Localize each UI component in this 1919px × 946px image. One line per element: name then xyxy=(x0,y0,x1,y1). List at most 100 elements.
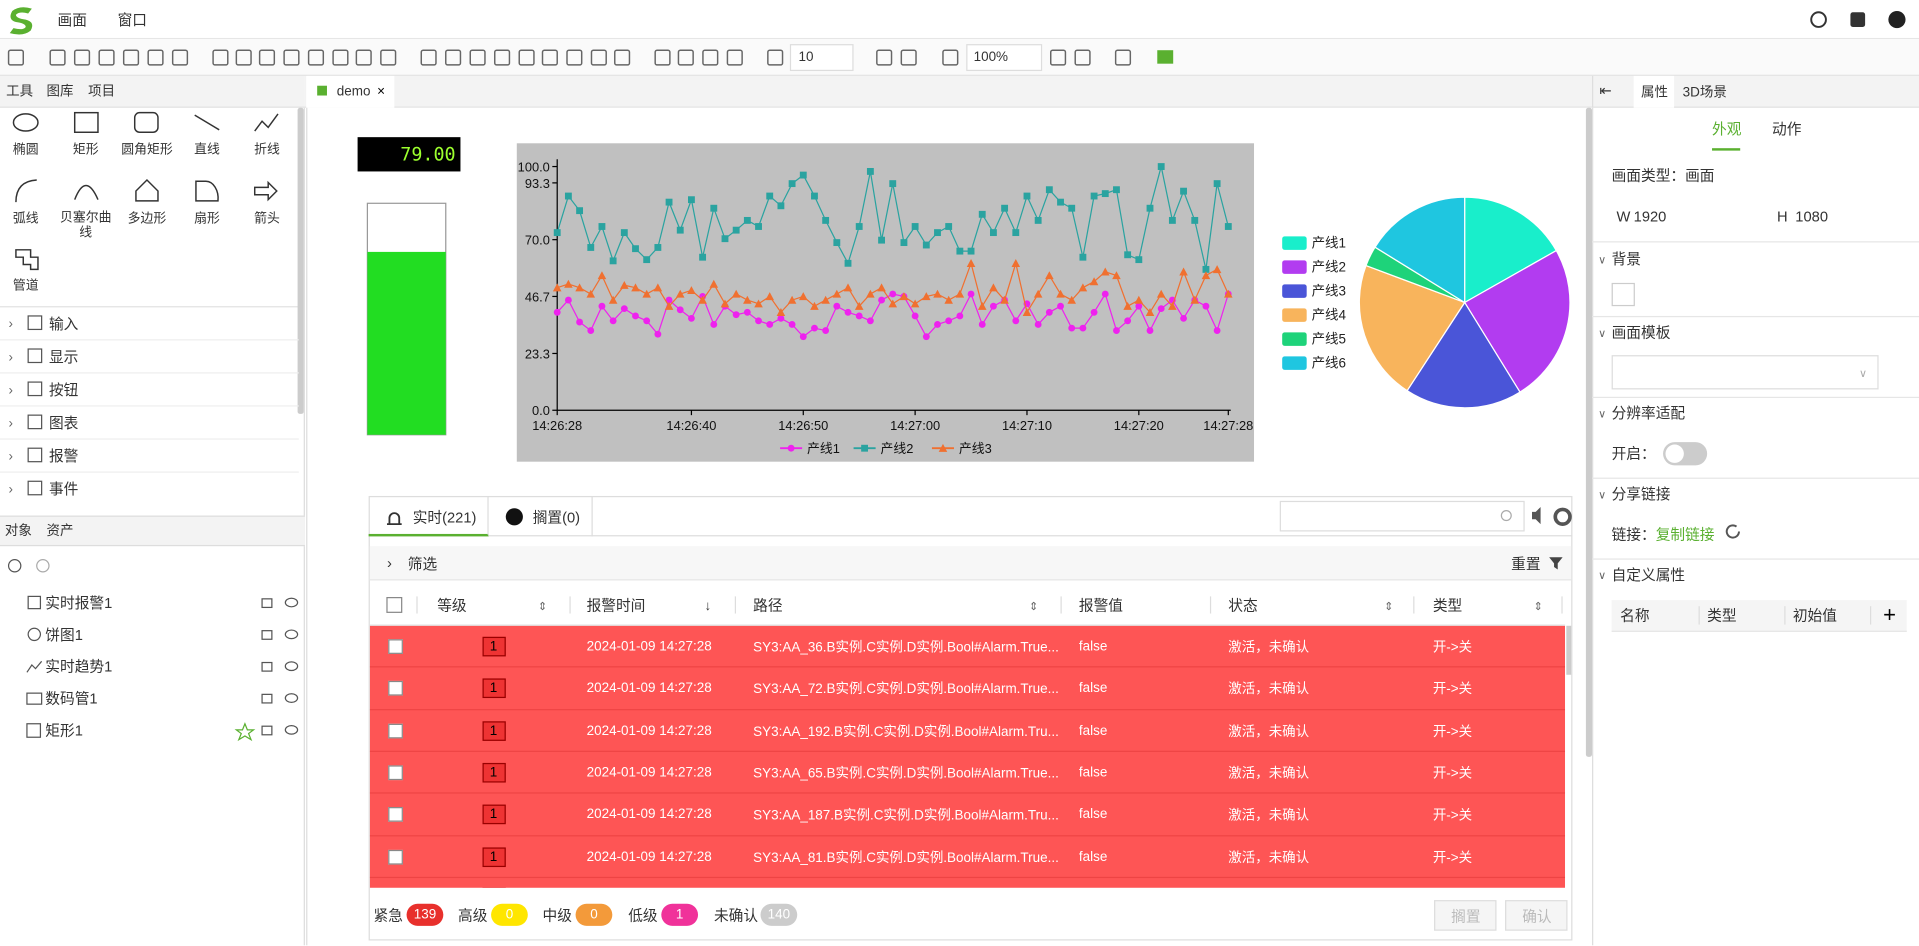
canvas-scrollbar xyxy=(1585,107,1593,757)
object-label[interactable]: 饼图1 xyxy=(45,626,83,644)
section-title[interactable]: 分享链接 xyxy=(1611,485,1671,503)
column-divider xyxy=(1698,606,1700,625)
alarm-tab-active[interactable] xyxy=(368,495,489,537)
column-header[interactable]: 路径 xyxy=(753,597,783,615)
filter-label[interactable]: 筛选 xyxy=(407,555,438,573)
left-tabbar xyxy=(0,75,305,108)
menu-item[interactable]: 画面 xyxy=(57,11,87,29)
button[interactable]: 搁置 xyxy=(1434,900,1497,931)
cell: false xyxy=(1078,849,1108,864)
tool-label[interactable]: 管道 xyxy=(12,278,39,294)
group-label[interactable]: 图表 xyxy=(48,414,79,432)
row-border xyxy=(369,834,1566,836)
column-header[interactable]: 报警值 xyxy=(1078,597,1124,615)
cell: SY3:AA_65.B实例.C实例.D实例.Bool#Alarm.True... xyxy=(753,766,1059,782)
section-title[interactable]: 分辨率适配 xyxy=(1611,404,1686,422)
cell: 激活，未确认 xyxy=(1228,808,1310,824)
cell: 激活，未确认 xyxy=(1228,724,1310,740)
group-label[interactable]: 按钮 xyxy=(48,381,79,399)
row-border xyxy=(369,792,1566,794)
link-label: 链接： xyxy=(1611,525,1656,544)
subtab[interactable]: 外观 xyxy=(1712,120,1742,138)
template-select[interactable] xyxy=(1611,355,1879,390)
cell: SY3:AA_72.B实例.C实例.D实例.Bool#Alarm.True... xyxy=(753,682,1059,698)
section-title[interactable]: 背景 xyxy=(1611,250,1642,268)
object-label[interactable]: 数码管1 xyxy=(45,690,98,708)
tool-label[interactable]: 圆角矩形 xyxy=(121,142,173,158)
object-label[interactable]: 实时趋势1 xyxy=(45,658,113,676)
tool-label[interactable]: 弧线 xyxy=(12,211,39,226)
zoom-select[interactable] xyxy=(966,44,1043,72)
tool-label[interactable]: 多边形 xyxy=(127,211,167,226)
alarm-tab-label[interactable]: 实时(221) xyxy=(412,508,477,526)
object-label[interactable]: 实时报警1 xyxy=(45,594,113,612)
group-label[interactable]: 事件 xyxy=(48,480,79,498)
left-tab[interactable]: 项目 xyxy=(88,84,116,100)
tool-label[interactable]: 直线 xyxy=(194,142,220,158)
alarm-tab-label[interactable]: 搁置(0) xyxy=(532,508,581,526)
object-tab[interactable]: 对象 xyxy=(4,524,32,539)
subtab[interactable]: 动作 xyxy=(1772,120,1802,138)
tool-label[interactable]: 折线 xyxy=(254,142,280,158)
group-label[interactable]: 显示 xyxy=(48,348,79,366)
cell: 开->关 xyxy=(1432,724,1473,740)
left-tab[interactable]: 图库 xyxy=(46,84,74,100)
button[interactable]: 确认 xyxy=(1505,900,1568,931)
section-title[interactable]: 自定义属性 xyxy=(1611,566,1686,584)
grid-select[interactable] xyxy=(789,44,854,72)
row-checkbox[interactable] xyxy=(388,681,403,696)
row-checkbox[interactable] xyxy=(388,807,403,822)
column-header[interactable]: 报警时间 xyxy=(586,597,646,615)
level-box xyxy=(482,762,506,783)
right-panel xyxy=(1592,107,1919,946)
right-tab-active[interactable] xyxy=(1633,75,1675,108)
table-header xyxy=(369,585,1566,626)
right-divider xyxy=(1592,241,1919,243)
column-header[interactable]: 等级 xyxy=(437,597,467,615)
row-checkbox[interactable] xyxy=(388,723,403,738)
summary-count: 140 xyxy=(767,907,791,923)
grid-size: 10 xyxy=(798,50,814,65)
menu-item[interactable]: 窗口 xyxy=(117,11,147,29)
right-tab[interactable]: 属性 xyxy=(1641,85,1668,101)
cell: SY3:AA_81.B实例.C实例.D实例.Bool#Alarm.True... xyxy=(753,850,1059,866)
column-divider xyxy=(1870,606,1872,625)
object-tab[interactable]: 资产 xyxy=(46,524,74,539)
right-tab[interactable]: 3D场景 xyxy=(1682,85,1727,101)
group-label[interactable]: 报警 xyxy=(48,447,79,465)
chart-background xyxy=(516,143,1255,462)
column-divider xyxy=(1060,596,1062,614)
cell: 激活，未确认 xyxy=(1228,640,1310,656)
color-box[interactable] xyxy=(1611,282,1635,307)
reset-label[interactable]: 重置 xyxy=(1511,555,1541,573)
object-label[interactable]: 矩形1 xyxy=(45,721,83,740)
column-header[interactable]: 状态 xyxy=(1228,597,1258,615)
copy-link[interactable]: 复制链接 xyxy=(1655,525,1715,544)
section-title[interactable]: 画面模板 xyxy=(1611,323,1671,342)
summary-badge: 0 xyxy=(491,903,528,926)
level: 1 xyxy=(489,681,498,696)
cell: 开->关 xyxy=(1432,850,1473,866)
cell: SY3:AA_192.B实例.C实例.D实例.Bool#Alarm.Tru... xyxy=(753,724,1059,740)
level-box xyxy=(482,804,506,825)
tool-label[interactable]: 贝塞尔曲线 xyxy=(60,210,112,241)
cell: 开->关 xyxy=(1432,808,1473,824)
tool-label[interactable]: 扇形 xyxy=(194,211,220,226)
row-checkbox[interactable] xyxy=(388,849,403,864)
row-checkbox[interactable] xyxy=(388,765,403,780)
summary-label: 紧急 xyxy=(373,906,403,924)
search-box[interactable] xyxy=(1279,500,1525,532)
alarm-tab[interactable] xyxy=(489,495,593,537)
tool-label[interactable]: 箭头 xyxy=(254,211,280,226)
cell: 开->关 xyxy=(1432,682,1473,698)
level: 1 xyxy=(489,723,498,738)
tool-label[interactable]: 矩形 xyxy=(72,142,99,158)
row-checkbox[interactable] xyxy=(388,639,403,654)
left-tab[interactable]: 工具 xyxy=(6,84,34,100)
group-divider xyxy=(0,372,299,374)
tool-label[interactable]: 椭圆 xyxy=(12,142,39,158)
column-header[interactable]: 类型 xyxy=(1432,597,1463,615)
group-label[interactable]: 输入 xyxy=(48,315,79,333)
doc-tab-label[interactable]: demo xyxy=(336,84,371,100)
